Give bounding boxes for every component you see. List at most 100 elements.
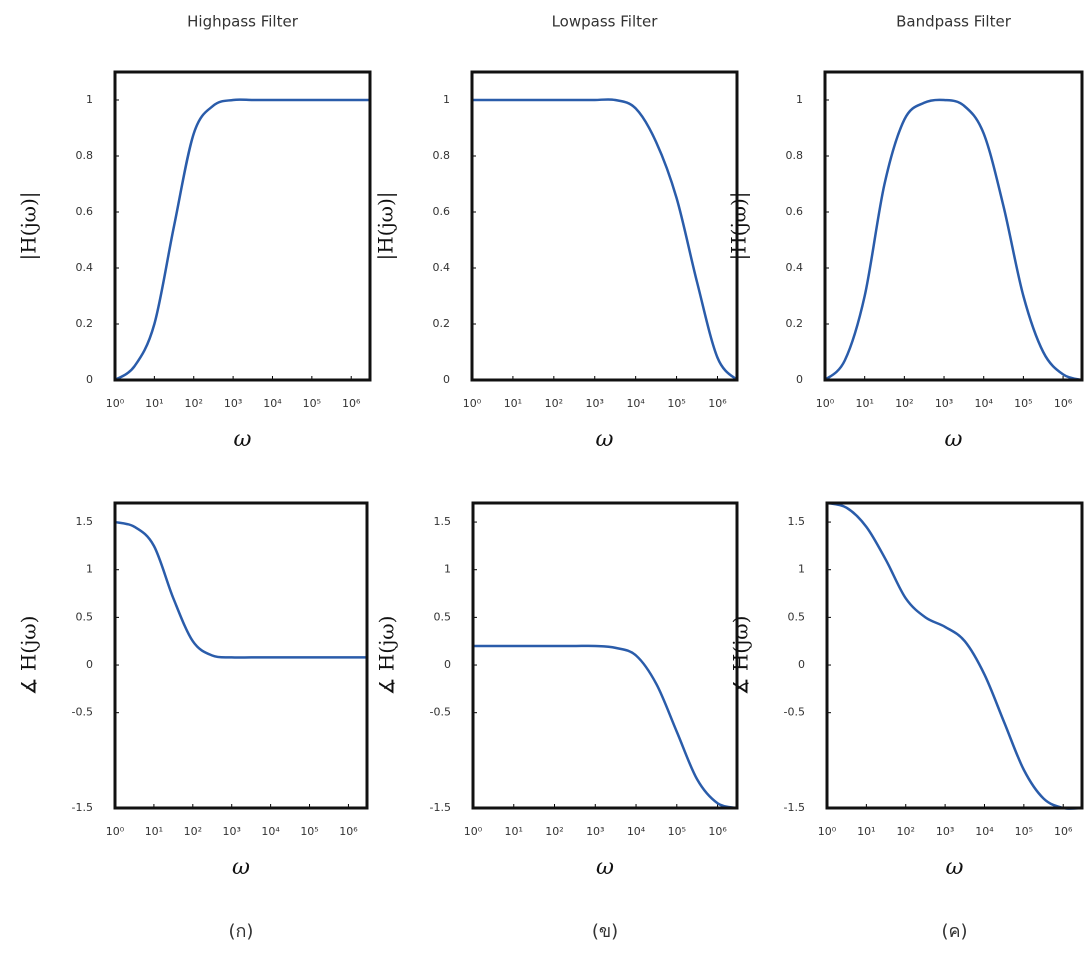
- x-tick-label: 10⁵: [667, 397, 685, 410]
- x-tick-label: 10²: [184, 825, 202, 838]
- y-tick-label: -1.5: [430, 801, 451, 814]
- y-tick-label: 0.2: [76, 317, 94, 330]
- x-tick-label: 10⁰: [463, 397, 482, 410]
- x-tick-label: 10⁰: [816, 397, 835, 410]
- chart-title: Bandpass Filter: [896, 13, 1012, 31]
- y-tick-label: 0.6: [786, 205, 804, 218]
- y-tick-label: 1.5: [434, 515, 452, 528]
- curve: [824, 98, 1083, 382]
- x-tick-label: 10⁵: [303, 397, 321, 410]
- y-tick-label: 1: [443, 93, 450, 106]
- y-tick-label: 0: [86, 658, 93, 671]
- plot-frame: [470, 70, 739, 382]
- x-tick-label: 10⁵: [300, 825, 318, 838]
- y-tick-label: 0.4: [76, 261, 94, 274]
- x-tick-label: 10²: [185, 397, 203, 410]
- x-tick-label: 10⁴: [626, 397, 645, 410]
- plot-frame: [113, 70, 372, 382]
- curve: [473, 644, 738, 810]
- plot-frame: [825, 501, 1084, 810]
- x-tick-label: 10⁶: [1054, 397, 1073, 410]
- y-tick-label: 0: [443, 373, 450, 386]
- y-tick-label: 1: [444, 563, 451, 576]
- x-tick-label: 10¹: [857, 825, 875, 838]
- x-tick-label: 10⁰: [106, 397, 125, 410]
- y-tick-label: 0.8: [76, 149, 94, 162]
- y-tick-label: 1: [798, 563, 805, 576]
- y-axis-label: |H(jω)|: [727, 191, 752, 260]
- y-tick-label: 0.2: [786, 317, 804, 330]
- x-tick-label: 10⁰: [818, 825, 837, 838]
- x-tick-label: 10³: [223, 825, 241, 838]
- x-tick-label: 10³: [935, 397, 953, 410]
- x-tick-label: 10⁴: [263, 397, 282, 410]
- y-axis-label: ∡ H(jω): [17, 616, 41, 696]
- curve: [472, 98, 738, 381]
- x-tick-label: 10⁶: [1054, 825, 1073, 838]
- y-axis-label: |H(jω)|: [17, 191, 42, 260]
- chart-title: Highpass Filter: [187, 13, 299, 31]
- y-tick-label: 0: [798, 658, 805, 671]
- y-tick-label: -1.5: [72, 801, 93, 814]
- x-tick-label: 10²: [897, 825, 915, 838]
- x-tick-label: 10²: [545, 397, 563, 410]
- x-tick-label: 10⁰: [464, 825, 483, 838]
- y-tick-label: -0.5: [430, 706, 451, 719]
- x-tick-label: 10⁶: [708, 397, 727, 410]
- x-tick-label: 10³: [224, 397, 242, 410]
- x-tick-label: 10¹: [145, 397, 163, 410]
- caption: (ก): [229, 921, 254, 942]
- y-tick-label: 0.5: [76, 610, 94, 623]
- x-tick-label: 10³: [586, 397, 604, 410]
- y-tick-label: 0: [796, 373, 803, 386]
- y-tick-label: 0.6: [433, 205, 451, 218]
- y-tick-label: 0.6: [76, 205, 94, 218]
- y-tick-label: 0.5: [434, 610, 452, 623]
- x-tick-label: 10⁰: [106, 825, 125, 838]
- y-tick-label: 0.2: [433, 317, 451, 330]
- chart-title: Lowpass Filter: [552, 13, 659, 31]
- caption: (ข): [592, 921, 618, 942]
- x-tick-label: 10⁵: [1014, 397, 1032, 410]
- x-axis-label: ω: [596, 427, 614, 452]
- x-tick-label: 10⁵: [1015, 825, 1033, 838]
- x-axis-label: ω: [946, 855, 964, 880]
- y-tick-label: 0: [444, 658, 451, 671]
- x-tick-label: 10⁶: [342, 397, 361, 410]
- x-tick-label: 10⁴: [975, 825, 994, 838]
- y-axis-label: |H(jω)|: [374, 191, 399, 260]
- y-tick-label: 1.5: [788, 515, 806, 528]
- x-tick-label: 10⁵: [668, 825, 686, 838]
- y-tick-label: 0.8: [786, 149, 804, 162]
- x-tick-label: 10³: [936, 825, 954, 838]
- x-axis-label: ω: [945, 427, 963, 452]
- x-tick-label: 10¹: [505, 825, 523, 838]
- x-tick-label: 10¹: [504, 397, 522, 410]
- x-axis-label: ω: [234, 427, 252, 452]
- y-tick-label: 0.4: [433, 261, 451, 274]
- y-tick-label: 0.5: [788, 610, 806, 623]
- x-tick-label: 10³: [586, 825, 604, 838]
- y-tick-label: 1: [796, 93, 803, 106]
- y-tick-label: 0.4: [786, 261, 804, 274]
- x-tick-label: 10¹: [145, 825, 163, 838]
- y-tick-label: 1: [86, 563, 93, 576]
- x-tick-label: 10²: [895, 397, 913, 410]
- y-tick-label: 0.8: [433, 149, 451, 162]
- x-tick-label: 10⁴: [975, 397, 994, 410]
- y-tick-label: -1.5: [784, 801, 805, 814]
- y-tick-label: 1.5: [76, 515, 94, 528]
- plot-frame: [823, 70, 1084, 382]
- curve: [114, 520, 367, 659]
- y-tick-label: 0: [86, 373, 93, 386]
- y-tick-label: -0.5: [784, 706, 805, 719]
- y-tick-label: 1: [86, 93, 93, 106]
- y-tick-label: -0.5: [72, 706, 93, 719]
- plot-frame: [113, 501, 369, 810]
- caption: (ค): [941, 921, 967, 942]
- x-axis-label: ω: [232, 855, 250, 880]
- curve: [826, 501, 1083, 810]
- x-tick-label: 10¹: [855, 397, 873, 410]
- y-axis-label: ∡ H(jω): [729, 616, 753, 696]
- x-axis-label: ω: [596, 855, 614, 880]
